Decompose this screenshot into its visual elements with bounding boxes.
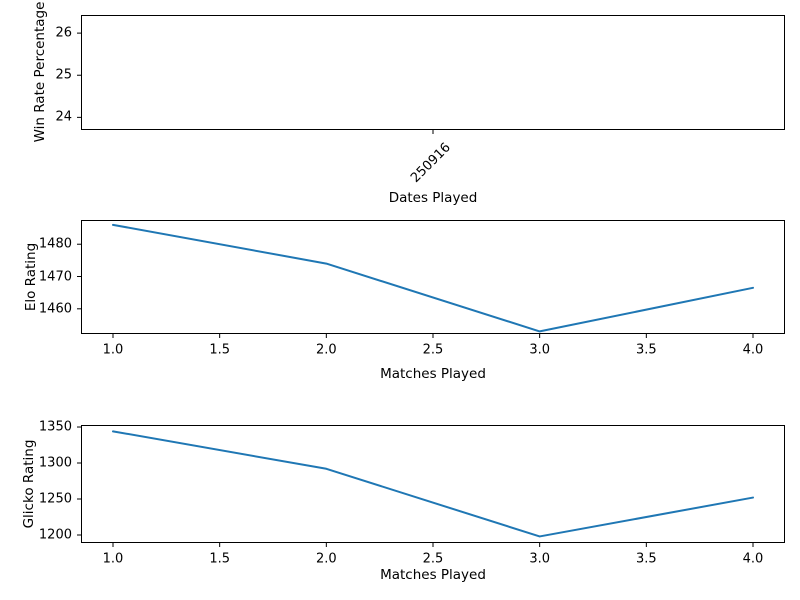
win-rate-plot-canvas (77, 15, 785, 134)
win-rate-plot-area: 250916 24 25 26 (55, 15, 785, 186)
y-tick-label: 1460 (38, 301, 72, 317)
x-tick-label: 3.0 (529, 551, 550, 567)
elo-plot-canvas (77, 220, 785, 338)
x-tick-label: 1.0 (102, 551, 124, 567)
x-tick-label: 1.0 (102, 342, 124, 358)
x-tick-label: 2.5 (422, 342, 444, 358)
elo-y-axis-label: Elo Rating (23, 242, 39, 312)
glicko-plot-area: 1.0 1.5 2.0 2.5 3.0 3.5 4.0 1200 1250 1300 1350 (39, 421, 785, 566)
x-tick-label: 2.0 (315, 551, 337, 567)
y-tick-label: 26 (55, 25, 72, 41)
y-tick-label: 1470 (38, 269, 72, 284)
x-tick-label: 3.5 (635, 551, 657, 567)
x-tick-label: 2.5 (422, 551, 444, 567)
glicko-plot-frame (81, 425, 785, 543)
x-tick-label: 3.0 (529, 342, 550, 358)
x-tick-label: 1.5 (209, 551, 230, 567)
glicko-y-axis-label: Glicko Rating (21, 439, 37, 529)
win-rate-plot-frame (81, 15, 785, 130)
y-tick-label: 1480 (38, 236, 72, 252)
elo-x-axis-label: Matches Played (380, 366, 486, 382)
y-tick-label: 24 (55, 109, 72, 125)
elo-plot-area: 1.0 1.5 2.0 2.5 3.0 3.5 4.0 1460 1470 1480 (39, 220, 785, 357)
glicko-plot-canvas (77, 425, 785, 547)
x-tick-label: 1.5 (209, 342, 230, 358)
x-tick-label: 2.0 (315, 342, 337, 358)
y-tick-label: 1350 (38, 419, 72, 435)
glicko-x-axis-label: Matches Played (380, 567, 486, 583)
y-tick-label: 1250 (38, 491, 72, 507)
win-rate-y-axis-label: Win Rate Percentage (32, 1, 48, 143)
win-rate-x-axis-label: Dates Played (388, 190, 478, 206)
y-tick-label: 1200 (38, 527, 72, 543)
y-tick-label: 25 (55, 67, 72, 83)
glicko-rating-line (112, 430, 754, 538)
x-tick-label: 4.0 (742, 551, 764, 567)
x-tick-label: 4.0 (742, 342, 764, 358)
elo-plot-frame (81, 220, 785, 334)
x-tick-label: 250916 (408, 140, 454, 186)
elo-rating-line (112, 223, 754, 333)
x-tick-label: 3.5 (635, 342, 657, 358)
y-tick-label: 1300 (38, 455, 72, 471)
